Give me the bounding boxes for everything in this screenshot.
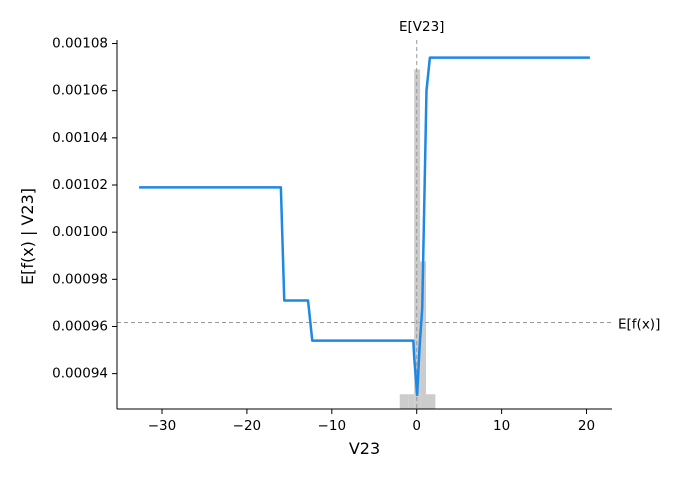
histogram-bar-1 bbox=[408, 394, 415, 409]
y-axis-label: E[f(x) | V23] bbox=[18, 188, 37, 285]
y-tick-label: 0.00100 bbox=[52, 224, 108, 240]
histogram-bar-0 bbox=[399, 394, 409, 409]
histogram-bar-4 bbox=[426, 394, 436, 409]
x-tick-label: −30 bbox=[148, 418, 177, 434]
histogram bbox=[399, 69, 436, 410]
x-ticks: −30 −20 −10 0 10 20 bbox=[148, 409, 595, 434]
expected-v23-label: E[V23] bbox=[399, 19, 444, 35]
y-tick-label: 0.00094 bbox=[52, 366, 108, 382]
y-tick-label: 0.00108 bbox=[52, 36, 108, 52]
x-tick-label: 10 bbox=[493, 418, 510, 434]
x-tick-label: 20 bbox=[578, 418, 595, 434]
x-tick-label: −20 bbox=[233, 418, 262, 434]
y-ticks: 0.00094 0.00096 0.00098 0.00100 0.00102 0.001… bbox=[52, 36, 117, 382]
y-tick-label: 0.00096 bbox=[52, 318, 108, 334]
x-tick-label: 0 bbox=[412, 418, 421, 434]
histogram-bar-3 bbox=[420, 261, 427, 409]
x-tick-label: −10 bbox=[318, 418, 347, 434]
y-tick-label: 0.00102 bbox=[52, 177, 108, 193]
y-tick-label: 0.00098 bbox=[52, 271, 108, 287]
series-line bbox=[139, 56, 590, 397]
x-axis-label: V23 bbox=[349, 439, 380, 458]
expected-fx-label: E[f(x)] bbox=[618, 316, 660, 332]
y-tick-label: 0.00106 bbox=[52, 83, 108, 99]
y-tick-label: 0.00104 bbox=[52, 130, 108, 146]
